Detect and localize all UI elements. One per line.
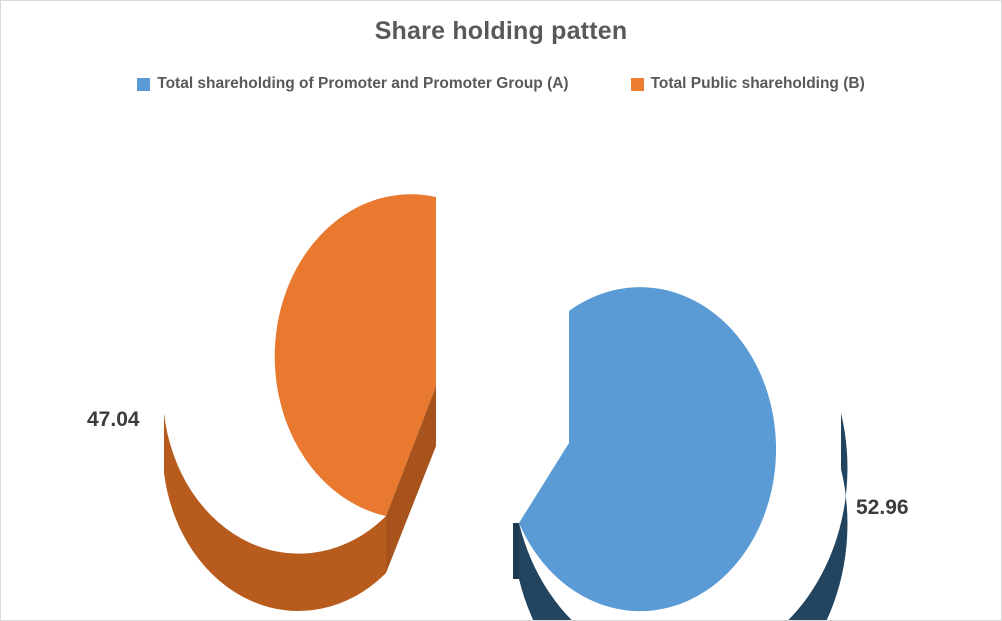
pie-plot-area: 47.04 52.96 <box>1 111 1001 621</box>
pie-chart-svg <box>164 194 848 621</box>
legend-swatch-public-icon <box>630 77 644 91</box>
pie-slice-public-side-wall <box>164 413 386 611</box>
chart-legend: Total shareholding of Promoter and Promo… <box>1 75 1001 93</box>
legend-item-promoter[interactable]: Total shareholding of Promoter and Promo… <box>137 75 569 93</box>
legend-label-promoter: Total shareholding of Promoter and Promo… <box>157 75 569 92</box>
pie-slice-promoter-top-face <box>519 287 777 612</box>
data-label-public: 47.04 <box>87 408 140 431</box>
pie-slice-public-top-face <box>274 194 436 516</box>
data-label-promoter: 52.96 <box>856 496 909 519</box>
chart-title: Share holding patten <box>374 17 628 45</box>
pie-slice-public[interactable] <box>164 194 436 611</box>
legend-swatch-promoter-icon <box>137 77 151 91</box>
legend-item-public[interactable]: Total Public shareholding (B) <box>630 75 865 93</box>
pie-slice-promoter-side-wall <box>519 413 848 620</box>
pie-slice-promoter[interactable] <box>513 287 848 621</box>
pie-slice-promoter-cut-wall <box>513 523 519 579</box>
pie-slice-public-cut-wall <box>386 386 436 573</box>
legend-label-public: Total Public shareholding (B) <box>650 75 865 92</box>
